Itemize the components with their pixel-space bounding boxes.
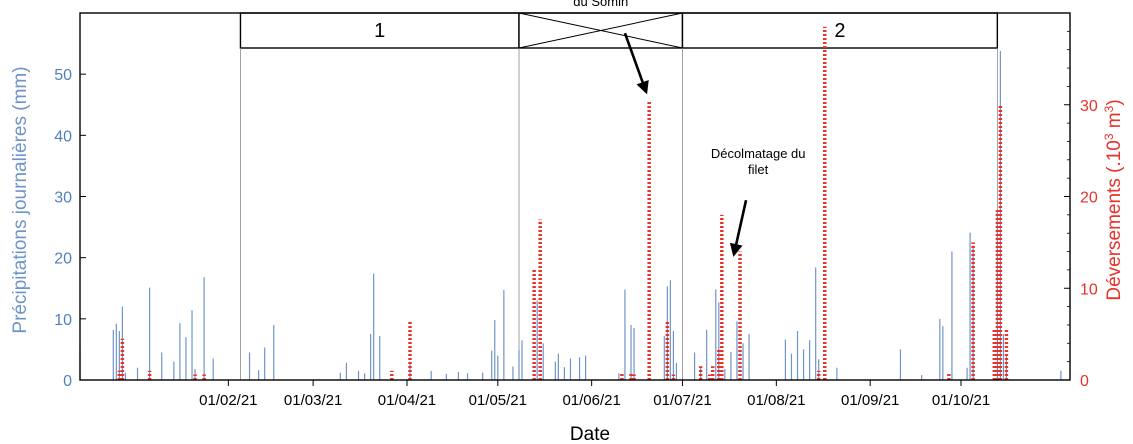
annotation-line: Décolmatage du xyxy=(711,146,806,161)
x-tick-label: 01/05/21 xyxy=(469,392,527,409)
y-right-axis-title: Déversements (.103 m3) xyxy=(1102,99,1125,300)
period-cross-line xyxy=(518,12,683,49)
annotations: Inondation zonedu Somin Décolmatage dufil… xyxy=(554,0,806,257)
x-tick-label: 01/06/21 xyxy=(562,392,620,409)
period-box xyxy=(681,12,999,49)
annotation-line: du Somin xyxy=(573,0,628,9)
y-left-axis-title: Précipitations journalières (mm) xyxy=(10,66,31,333)
x-tick-label: 01/04/21 xyxy=(378,392,436,409)
annotation-text: Décolmatage du filet xyxy=(711,146,806,177)
period-label: 1 xyxy=(374,20,385,42)
period-label: 2 xyxy=(834,20,845,42)
y-left-tick-label: 50 xyxy=(54,67,72,84)
y-right-tick-label: 10 xyxy=(1080,281,1098,298)
x-tick-label: 01/08/21 xyxy=(747,392,805,409)
y-left-tick-label: 20 xyxy=(54,251,72,268)
y-right-tick-label: 20 xyxy=(1080,190,1098,207)
y-left-tick-label: 30 xyxy=(54,190,72,207)
x-tick-label: 01/02/21 xyxy=(199,392,257,409)
x-tick-label: 01/09/21 xyxy=(841,392,899,409)
y-left-tick-label: 40 xyxy=(54,128,72,145)
x-axis-title: Date xyxy=(570,424,610,444)
plot-frame xyxy=(79,12,1071,381)
axes: 0 10 20 30 40 50 0 10 20 30 01/02/21 01/03/21 01/04/… xyxy=(54,30,1098,409)
y-right-title-sup2: 3 xyxy=(1102,105,1116,112)
x-tick-label: 01/10/21 xyxy=(932,392,990,409)
y-right-title-unit: m xyxy=(1104,112,1125,133)
y-left-tick-label: 0 xyxy=(63,373,72,390)
annotation-text: Inondation zonedu Somin xyxy=(554,0,647,9)
y-right-tick-label: 30 xyxy=(1080,98,1098,115)
x-tick-label: 01/03/21 xyxy=(284,392,342,409)
annotation-arrow xyxy=(729,199,748,257)
annotation-arrow xyxy=(623,32,649,95)
y-left-tick-label: 10 xyxy=(54,312,72,329)
y-right-title-end: ) xyxy=(1104,99,1125,105)
period-box xyxy=(239,12,520,49)
annotation-line: filet xyxy=(748,162,769,177)
y-right-title-sup: 3 xyxy=(1102,133,1116,140)
overflow-series xyxy=(117,26,1009,380)
precipitation-series xyxy=(79,50,1062,380)
y-right-title-main: Déversements (.10 xyxy=(1104,140,1125,301)
x-tick-label: 01/07/21 xyxy=(653,392,711,409)
y-right-tick-label: 0 xyxy=(1080,373,1089,390)
